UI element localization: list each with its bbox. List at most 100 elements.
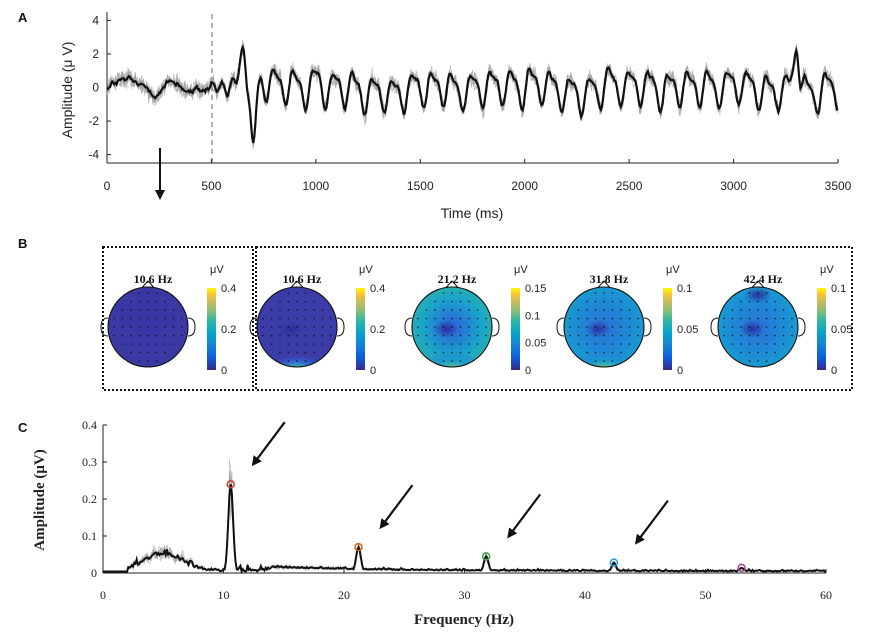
electrode (476, 326, 479, 328)
peak-arrows (251, 421, 669, 545)
peak-marker (481, 552, 491, 561)
electrode (113, 334, 115, 337)
electrode (434, 334, 436, 337)
electrode (757, 292, 759, 294)
colorbar-tick-label: 0.05 (831, 324, 852, 336)
electrode (791, 317, 793, 320)
topo-map: 10.6 Hz μV 0.4 0.2 0 (100, 264, 236, 377)
electrode (459, 300, 462, 303)
ear-left (404, 317, 413, 337)
electrode (270, 317, 273, 320)
electrode (138, 317, 141, 320)
electrode (147, 292, 149, 294)
electrode (181, 334, 183, 337)
electrode (181, 326, 183, 328)
electrode (330, 334, 332, 337)
electrode (304, 309, 307, 311)
electrode (155, 343, 158, 345)
electrode (774, 309, 776, 311)
colorbar-tick-label: 0.1 (525, 310, 540, 322)
electrode (748, 317, 751, 320)
electrode (757, 317, 759, 320)
electrode (279, 334, 281, 337)
electrode (740, 334, 742, 337)
x-tick-label-c: 40 (579, 588, 591, 602)
ear-right (643, 317, 652, 337)
electrode (121, 326, 124, 328)
electrode (782, 326, 785, 328)
electrode (782, 309, 785, 311)
trial-spectrum (102, 459, 827, 573)
y-tick-label-a: 2 (92, 47, 99, 61)
electrode (765, 326, 768, 328)
occipital-activity (263, 336, 331, 367)
electrode (485, 317, 487, 320)
electrode (740, 309, 742, 311)
electrode (130, 343, 132, 345)
electrode (321, 326, 324, 328)
electrode (748, 360, 751, 362)
electrode (113, 317, 115, 320)
electrode (765, 309, 768, 311)
electrode (417, 334, 419, 337)
electrode (628, 326, 631, 328)
electrode (586, 309, 588, 311)
electrode (130, 351, 132, 354)
electrode (130, 300, 132, 303)
electrode (442, 300, 445, 303)
electrode (620, 300, 622, 303)
low-region (279, 320, 303, 338)
electrode (459, 292, 462, 294)
electrode (485, 334, 487, 337)
electrode (172, 326, 175, 328)
electrode (172, 343, 175, 345)
electrode (279, 309, 281, 311)
y-tick-label-c: 0.1 (82, 529, 97, 543)
arrow-icon (507, 493, 542, 539)
x-tick-label-a: 3500 (825, 179, 852, 193)
electrode (417, 326, 419, 328)
electrode (594, 326, 597, 328)
electrode (279, 317, 281, 320)
peak-marker (354, 542, 363, 552)
electrode (270, 309, 273, 311)
electrode (313, 326, 315, 328)
electrode (765, 292, 768, 294)
electrode (594, 351, 597, 354)
trial-spectrum (102, 483, 827, 573)
arrow-icon (379, 484, 414, 530)
electrode (270, 343, 273, 345)
electrode (147, 334, 149, 337)
electrode (451, 309, 453, 311)
electrode (620, 309, 622, 311)
electrode (723, 326, 725, 328)
electrode (330, 317, 332, 320)
electrode (459, 334, 462, 337)
electrode (147, 309, 149, 311)
electrode (637, 326, 639, 328)
electrode (611, 326, 614, 328)
electrode (468, 300, 470, 303)
electrode (321, 309, 324, 311)
colorbar-tick-label: 0.05 (525, 338, 546, 350)
electrode (138, 351, 141, 354)
electrode (628, 343, 631, 345)
electrode (121, 317, 124, 320)
electrode (476, 317, 479, 320)
electrode (155, 351, 158, 354)
electrode (138, 309, 141, 311)
topo-group-box (255, 246, 853, 391)
electrode (425, 326, 428, 328)
electrode (287, 326, 290, 328)
electrode (459, 343, 462, 345)
electrode (603, 326, 605, 328)
electrode (611, 334, 614, 337)
electrode (155, 292, 158, 294)
panel-label-c: C (18, 420, 28, 435)
electrode (304, 326, 307, 328)
electrode (164, 300, 166, 303)
colorbar (356, 288, 365, 370)
electrode (757, 300, 759, 303)
electrode (637, 317, 639, 320)
